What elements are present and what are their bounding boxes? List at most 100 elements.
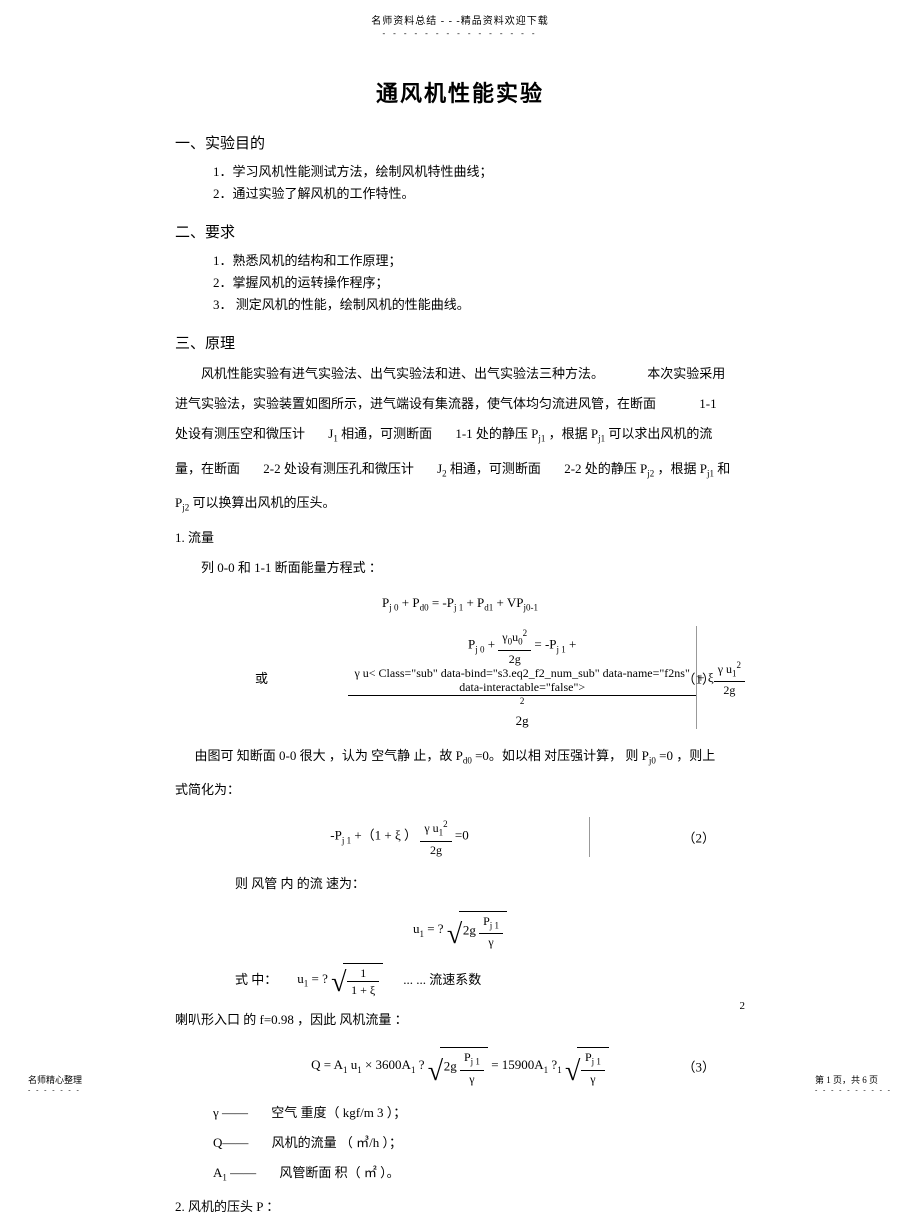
- speed-head: 则 风管 内 的流 速为：: [235, 871, 745, 897]
- eq2-frac3: γ u12 2g: [714, 658, 745, 697]
- p4a: 量，在断面: [175, 461, 240, 476]
- mid-para2: 式简化为：: [175, 777, 745, 803]
- eq2-plus1: +: [488, 637, 499, 652]
- s1-item-1: 1．学习风机性能测试方法，绘制风机特性曲线；: [213, 161, 745, 183]
- f1sup: 2: [523, 628, 528, 638]
- mid-psub: d0: [463, 755, 472, 765]
- or-label: 或: [255, 668, 268, 687]
- s2-item-3: 3． 测定风机的性能，绘制风机的性能曲线。: [213, 294, 745, 316]
- f3d: 2g: [714, 682, 745, 697]
- p3d: 1-1 处的静压 P: [455, 426, 538, 441]
- eq5-q2sub: 1: [557, 1065, 562, 1075]
- j1-sub: 1: [333, 434, 338, 444]
- eq1-t3: = -P: [432, 595, 454, 610]
- eq5-frac2: Pj 1 γ: [581, 1050, 605, 1085]
- coef-head: 式 中：: [235, 967, 277, 993]
- pj1-sub3: j1: [707, 468, 714, 478]
- eq2-frac1: γ0u02 2g: [498, 626, 531, 665]
- mid-p3: =0 ，则上: [659, 748, 715, 763]
- eq5-frac1: Pj 1 γ: [460, 1050, 484, 1085]
- coef-line: 式 中： u1 = ? √ 1 1 + ξ ... ... 流速系数: [235, 963, 745, 997]
- coef-eq2: = ?: [312, 971, 332, 986]
- mid-p2sub: j0: [649, 755, 656, 765]
- sym3b: ——: [230, 1165, 256, 1180]
- e4fn: P: [483, 914, 490, 928]
- principle-line-2: 进气实验法，实验装置如图所示，进气端设有集流器，使气体均匀流进风管，在断面 1-…: [175, 391, 745, 417]
- section-3-head: 三、原理: [175, 332, 745, 353]
- eq5-eq: = 15900A: [491, 1057, 543, 1072]
- coef-frac: 1 1 + ξ: [347, 966, 379, 997]
- equation-1: Pj 0 + Pd0 = -Pj 1 + Pd1 + VPj0-1: [175, 595, 745, 613]
- eq5-sqrt1: √ 2g Pj 1 γ: [428, 1047, 488, 1085]
- p2b: 1-1: [699, 396, 716, 411]
- p4f: ，根据 P: [658, 461, 707, 476]
- e5f2n: P: [585, 1050, 592, 1064]
- f3sup: 2: [737, 660, 742, 670]
- sym3a: A: [213, 1165, 222, 1180]
- footer-left: 名师精心整理 - - - - - - -: [28, 1073, 82, 1094]
- pj1-sub2: j1: [598, 434, 605, 444]
- e4fd: γ: [479, 934, 503, 949]
- eq3-lhs: -P: [330, 828, 342, 843]
- p3a: 处设有测压空和微压计: [175, 426, 305, 441]
- eq5-label: （3）: [682, 1057, 715, 1076]
- f3n: γ u: [718, 662, 732, 676]
- e5f1d: γ: [460, 1071, 484, 1086]
- footer-right-text: 第 1 页，共 6 页: [815, 1073, 892, 1086]
- footer-right: 第 1 页，共 6 页 - - - - - - - - - -: [815, 1073, 892, 1094]
- pj1-sub: j1: [538, 434, 545, 444]
- eq1-t2: + P: [402, 595, 420, 610]
- flow-p1: 列 0-0 和 1-1 断面能量方程式 ：: [175, 555, 745, 581]
- mid-p: 由图可 知断面 0-0 很大 ，认为 空气静 止，故 P: [195, 748, 463, 763]
- e3n: γ u: [424, 821, 438, 835]
- symbol-3: A1 —— 风管断面 积（ ㎡ ）。: [213, 1160, 745, 1191]
- e3sup: 2: [443, 819, 448, 829]
- j2-sub: 2: [442, 468, 447, 478]
- equation-4: u1 = ? √ 2g Pj 1 γ: [175, 911, 745, 949]
- s1-item-2: 2．通过实验了解风机的工作特性。: [213, 183, 745, 205]
- eq2-psub: j 0: [475, 645, 484, 655]
- top-header: 名师资料总结 - - -精品资料欢迎下载: [0, 0, 920, 27]
- sym2a: Q——: [213, 1135, 248, 1150]
- footer-left-text: 名师精心整理: [28, 1073, 82, 1086]
- eq1-t5: + VP: [497, 595, 524, 610]
- coef-tail: ... ... 流速系数: [403, 967, 481, 993]
- eq5-q: ?: [419, 1057, 428, 1072]
- eq5-lsub: 1: [343, 1065, 348, 1075]
- p4b: 2-2 处设有测压孔和微压计: [263, 461, 414, 476]
- principle-line-1: 风机性能实验有进气实验法、出气实验法和进、出气实验法三种方法。 本次实验采用: [175, 361, 745, 387]
- symbol-2: Q—— 风机的流量 （ ㎥/h ）；: [213, 1130, 745, 1156]
- bell-para: 喇叭形入口 的 f=0.98 ，因此 风机流量 ：: [175, 1007, 745, 1033]
- sym1b: 空气 重度（ kgf/m 3 ）；: [271, 1105, 406, 1120]
- eq2-frac2: γ u< Class="sub" data-bind="s3.eq2_f2_nu…: [348, 666, 696, 713]
- s2-item-2: 2．掌握风机的运转操作程序；: [213, 272, 745, 294]
- e5f1n: P: [464, 1050, 471, 1064]
- section-2-head: 二、要求: [175, 221, 745, 242]
- f2d: 2g: [516, 713, 529, 728]
- eq2-label: （1）: [682, 668, 715, 687]
- eq5-t2: × 3600A: [365, 1057, 411, 1072]
- flow-head: 1. 流量: [175, 525, 745, 551]
- eq5-usub: 1: [357, 1065, 362, 1075]
- mid-para: 由图可 知断面 0-0 很大 ，认为 空气静 止，故 Pd0 =0。如以相 对压…: [175, 743, 745, 774]
- principle-line-5: Pj2 可以换算出风机的压头。: [175, 490, 745, 521]
- eq3-mid: +（1 + ξ ）: [354, 828, 417, 843]
- eq3-label: （2）: [682, 828, 715, 847]
- p4g: 和: [717, 461, 730, 476]
- p2a: 进气实验法，实验装置如图所示，进气端设有集流器，使气体均匀流进风管，在断面: [175, 396, 656, 411]
- e4fns: j 1: [490, 920, 499, 930]
- equation-2: 或 Pj 0 + γ0u02 2g = -Pj 1 + γ u< Class="…: [175, 626, 745, 728]
- e5f2d: γ: [581, 1071, 605, 1086]
- symbol-1: γ —— 空气 重度（ kgf/m 3 ）；: [213, 1100, 745, 1126]
- eq5-t2sub: 1: [411, 1065, 416, 1075]
- p4e: 2-2 处的静压 P: [564, 461, 647, 476]
- f2n: γ u: [354, 666, 368, 680]
- eq5-sqrt2: √ Pj 1 γ: [565, 1047, 609, 1085]
- p3f: 可以求出风机的流: [608, 426, 712, 441]
- eq1-s2: d0: [420, 602, 429, 612]
- sym2b: 风机的流量 （ ㎥/h ）；: [272, 1135, 402, 1150]
- f1d: 2g: [498, 651, 531, 666]
- p1a: 风机性能实验有进气实验法、出气实验法和进、出气实验法三种方法。: [201, 366, 604, 381]
- principle-line-4: 量，在断面 2-2 处设有测压孔和微压计 J2 相通，可测断面 2-2 处的静压…: [175, 456, 745, 487]
- e5s1: 2g: [444, 1059, 457, 1074]
